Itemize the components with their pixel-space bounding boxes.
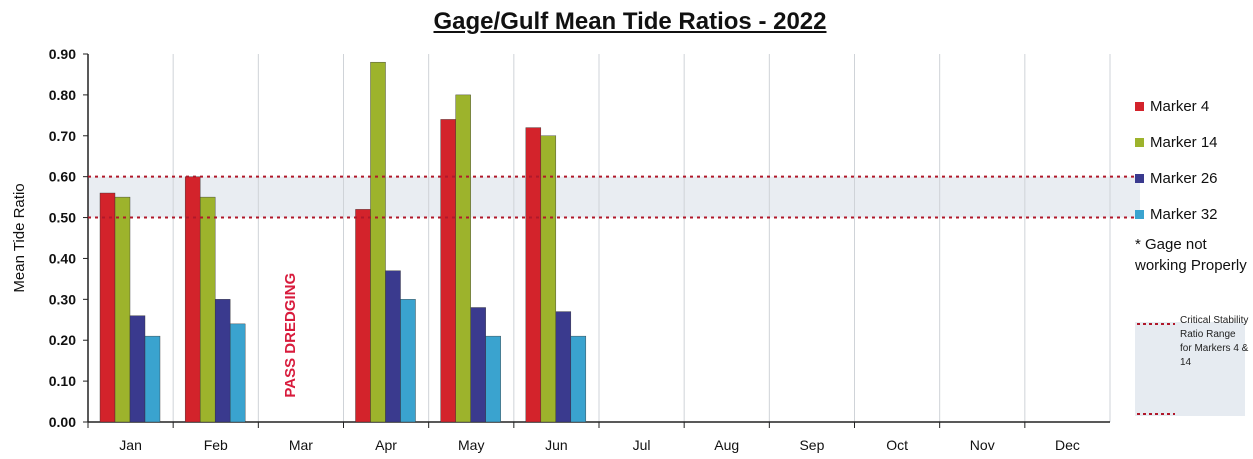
bar — [440, 119, 456, 423]
x-tick-label: Jun — [545, 437, 568, 453]
y-tick-label: 0.80 — [49, 87, 76, 103]
y-tick-label: 0.90 — [49, 46, 76, 62]
x-tick-label: Oct — [886, 437, 908, 453]
legend-note: * Gage not working Properly — [1135, 236, 1247, 274]
pass-dredging-annotation: PASS DREDGING — [282, 273, 299, 398]
legend-label: Marker 26 — [1150, 169, 1218, 187]
bar — [114, 196, 131, 423]
x-tick-label: Sep — [799, 437, 824, 453]
y-tick-label: 0.30 — [49, 291, 76, 307]
bar — [400, 299, 416, 423]
y-tick-label: 0.70 — [49, 128, 76, 144]
y-tick-label: 0.10 — [49, 373, 76, 389]
bar — [555, 311, 572, 423]
x-tick-label: Feb — [204, 437, 228, 453]
bar — [570, 335, 587, 423]
legend-label: Marker 4 — [1150, 97, 1210, 115]
critical-range-band — [88, 176, 1140, 218]
x-tick-label: Nov — [970, 437, 995, 453]
x-tick-label: Aug — [714, 437, 739, 453]
x-tick-label: Mar — [289, 437, 313, 453]
x-tick-label: Jul — [633, 437, 651, 453]
bar — [455, 94, 471, 423]
critical-band-swatch — [1135, 322, 1245, 416]
bar — [184, 176, 201, 423]
bar — [199, 196, 216, 423]
x-tick-label: Jan — [119, 437, 142, 453]
legend-swatch — [1135, 173, 1144, 183]
bar — [485, 335, 501, 423]
bar — [385, 270, 401, 423]
bar — [214, 299, 231, 423]
bar — [229, 323, 246, 423]
legend-label: Marker 32 — [1150, 205, 1218, 223]
legend-swatch — [1135, 137, 1144, 147]
legend-item: Marker 26 — [1135, 160, 1250, 196]
legend-swatch — [1135, 101, 1144, 111]
bar — [144, 335, 161, 423]
legend-swatch — [1135, 209, 1144, 219]
bar — [99, 192, 116, 423]
chart-title: Gage/Gulf Mean Tide Ratios - 2022 — [433, 8, 827, 35]
x-tick-label: Apr — [375, 437, 397, 453]
legend: Marker 4 Marker 14 Marker 26 Marker 32 * Ga… — [1135, 88, 1250, 276]
x-tick-label: May — [458, 437, 484, 453]
bar — [355, 209, 371, 423]
legend-item: Marker 14 — [1135, 124, 1250, 160]
y-tick-label: 0.40 — [49, 250, 76, 266]
legend-label: Marker 14 — [1150, 133, 1218, 151]
bar — [129, 315, 146, 423]
critical-range-label: Critical Stability Ratio Range for Marke… — [1180, 315, 1249, 368]
bar — [540, 135, 557, 423]
bar — [525, 127, 542, 423]
y-tick-label: 0.20 — [49, 332, 76, 348]
y-tick-label: 0.00 — [49, 414, 76, 430]
y-tick-label: 0.50 — [49, 210, 76, 226]
legend-item: Marker 4 — [1135, 88, 1250, 124]
bar — [370, 61, 386, 423]
y-tick-label: 0.60 — [49, 169, 76, 185]
bar — [470, 307, 486, 423]
y-axis-label: Mean Tide Ratio — [11, 183, 28, 292]
legend-item: Marker 32 — [1135, 196, 1250, 232]
x-tick-label: Dec — [1055, 437, 1080, 453]
critical-range-legend — [1135, 322, 1245, 416]
